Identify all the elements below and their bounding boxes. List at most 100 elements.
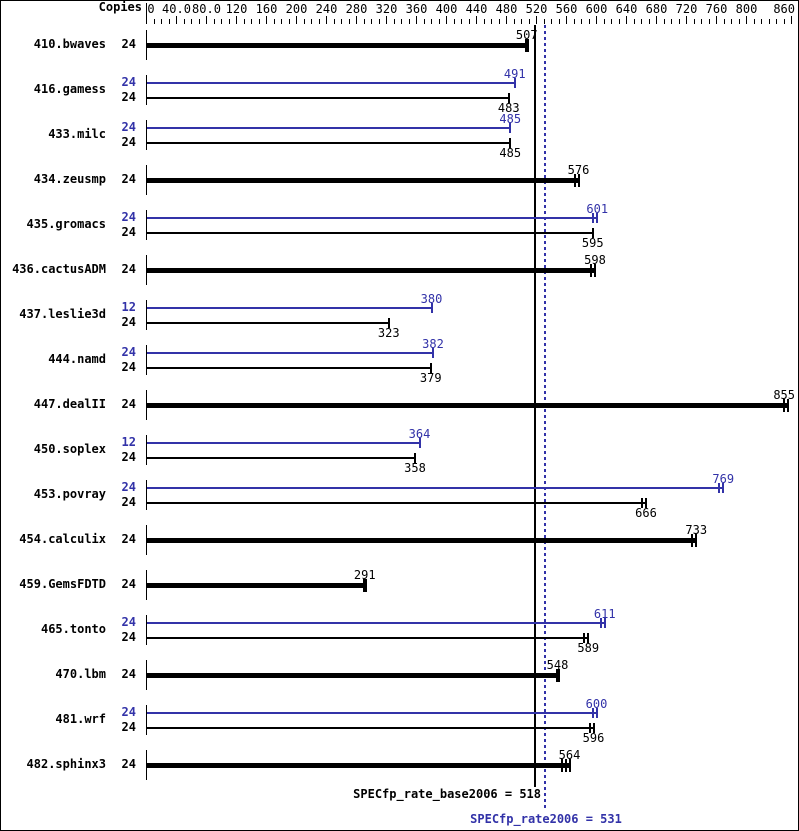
bar-end-tick — [594, 263, 596, 277]
axis-major-tick — [266, 16, 267, 24]
group-baseline — [146, 570, 147, 600]
base-result-summary: SPECfp_rate_base2006 = 518 — [353, 787, 541, 801]
bar-value-label: 576 — [567, 163, 590, 177]
axis-major-tick — [146, 16, 147, 24]
bar — [147, 177, 579, 183]
axis-major-tick — [296, 16, 297, 24]
axis-minor-tick — [371, 19, 372, 24]
axis-minor-tick — [731, 19, 732, 24]
bar-end-tick — [583, 632, 586, 643]
bar-end-tick — [568, 758, 571, 772]
copies-value: 24 — [121, 344, 136, 359]
copies-value: 24 — [121, 532, 136, 546]
axis-minor-tick — [183, 19, 185, 24]
bar-end-tick — [695, 533, 698, 547]
copies-value: 24 — [121, 614, 136, 629]
axis-major-tick — [626, 16, 627, 24]
bar-end-tick — [587, 632, 590, 643]
group-baseline — [146, 300, 147, 330]
bar — [147, 582, 365, 588]
benchmark-label: 453.povray — [33, 487, 106, 501]
copies-value: 24 — [121, 134, 136, 149]
axis-minor-tick — [708, 19, 710, 24]
axis-minor-tick — [348, 19, 350, 24]
bar — [147, 537, 697, 543]
bar-end-tick — [599, 617, 602, 628]
bar — [147, 636, 589, 639]
axis-minor-tick — [423, 19, 425, 24]
bar-end-tick — [592, 212, 595, 223]
bar-value-label: 323 — [377, 325, 400, 340]
bar-end-tick — [555, 668, 560, 682]
benchmark-label: 459.GemsFDTD — [19, 577, 106, 591]
axis-minor-tick — [483, 19, 485, 24]
axis-tick-label: 560 — [555, 2, 578, 16]
copies-value: 24 — [121, 262, 136, 276]
axis-tick-label: 80.0 — [192, 2, 221, 16]
bar — [147, 621, 605, 624]
copies-value: 24 — [121, 209, 136, 224]
axis-major-tick — [596, 16, 597, 24]
group-baseline — [146, 525, 147, 555]
bar-value-label: 589 — [577, 640, 600, 655]
axis-minor-tick — [213, 19, 215, 24]
group-baseline — [146, 345, 147, 375]
axis-minor-tick — [513, 19, 515, 24]
bar-end-tick — [430, 302, 433, 313]
axis-minor-tick — [168, 19, 170, 24]
axis-minor-tick — [393, 19, 395, 24]
axis-major-tick — [566, 16, 567, 24]
group-baseline — [146, 75, 147, 105]
bar-value-label: 380 — [420, 291, 443, 306]
bar-value-label: 769 — [712, 471, 735, 486]
bar — [147, 81, 515, 84]
bar — [147, 321, 389, 324]
axis-tick-label: 440 — [465, 2, 488, 16]
bar-value-label: 491 — [503, 66, 526, 81]
bar-end-tick — [418, 437, 421, 448]
bar-value-label: 485 — [499, 145, 522, 160]
axis-origin-line — [146, 3, 147, 24]
bar — [147, 366, 431, 369]
copies-value: 24 — [121, 577, 136, 591]
axis-major-tick — [446, 16, 447, 24]
bar-end-tick — [691, 533, 694, 547]
group-baseline — [146, 255, 147, 285]
copies-column-header: Copies — [98, 0, 142, 14]
axis-minor-tick — [288, 19, 290, 24]
axis-major-tick — [206, 16, 207, 24]
axis-tick-label: 600 — [585, 2, 608, 16]
benchmark-label: 437.leslie3d — [19, 307, 106, 321]
axis-minor-tick — [543, 19, 545, 24]
axis-minor-tick — [228, 19, 230, 24]
bar-value-label: 733 — [685, 523, 708, 537]
copies-value: 24 — [121, 629, 136, 644]
copies-value: 24 — [121, 704, 136, 719]
bar-value-label: 611 — [593, 606, 616, 621]
benchmark-label: 410.bwaves — [33, 37, 106, 51]
axis-minor-tick — [738, 19, 740, 24]
group-baseline — [146, 480, 147, 510]
axis-minor-tick — [776, 19, 777, 24]
benchmark-label: 481.wrf — [55, 712, 106, 726]
axis-minor-tick — [198, 19, 200, 24]
bar-end-tick — [560, 758, 563, 772]
bar-end-tick — [588, 722, 591, 733]
bar-value-label: 364 — [408, 426, 431, 441]
axis-minor-tick — [273, 19, 275, 24]
copies-value: 12 — [121, 434, 136, 449]
axis-minor-tick — [611, 19, 612, 24]
axis-minor-tick — [341, 19, 342, 24]
axis-minor-tick — [318, 19, 320, 24]
axis-minor-tick — [671, 19, 672, 24]
bar-end-tick — [641, 497, 643, 508]
bar-end-tick — [596, 212, 599, 223]
axis-major-tick — [326, 16, 327, 24]
group-baseline — [146, 435, 147, 465]
bar — [147, 711, 597, 714]
axis-tick-label: 360 — [405, 2, 428, 16]
axis-minor-tick — [648, 19, 650, 24]
benchmark-label: 454.calculix — [19, 532, 106, 546]
axis-tick-label: 280 — [345, 2, 368, 16]
axis-minor-tick — [551, 19, 552, 24]
